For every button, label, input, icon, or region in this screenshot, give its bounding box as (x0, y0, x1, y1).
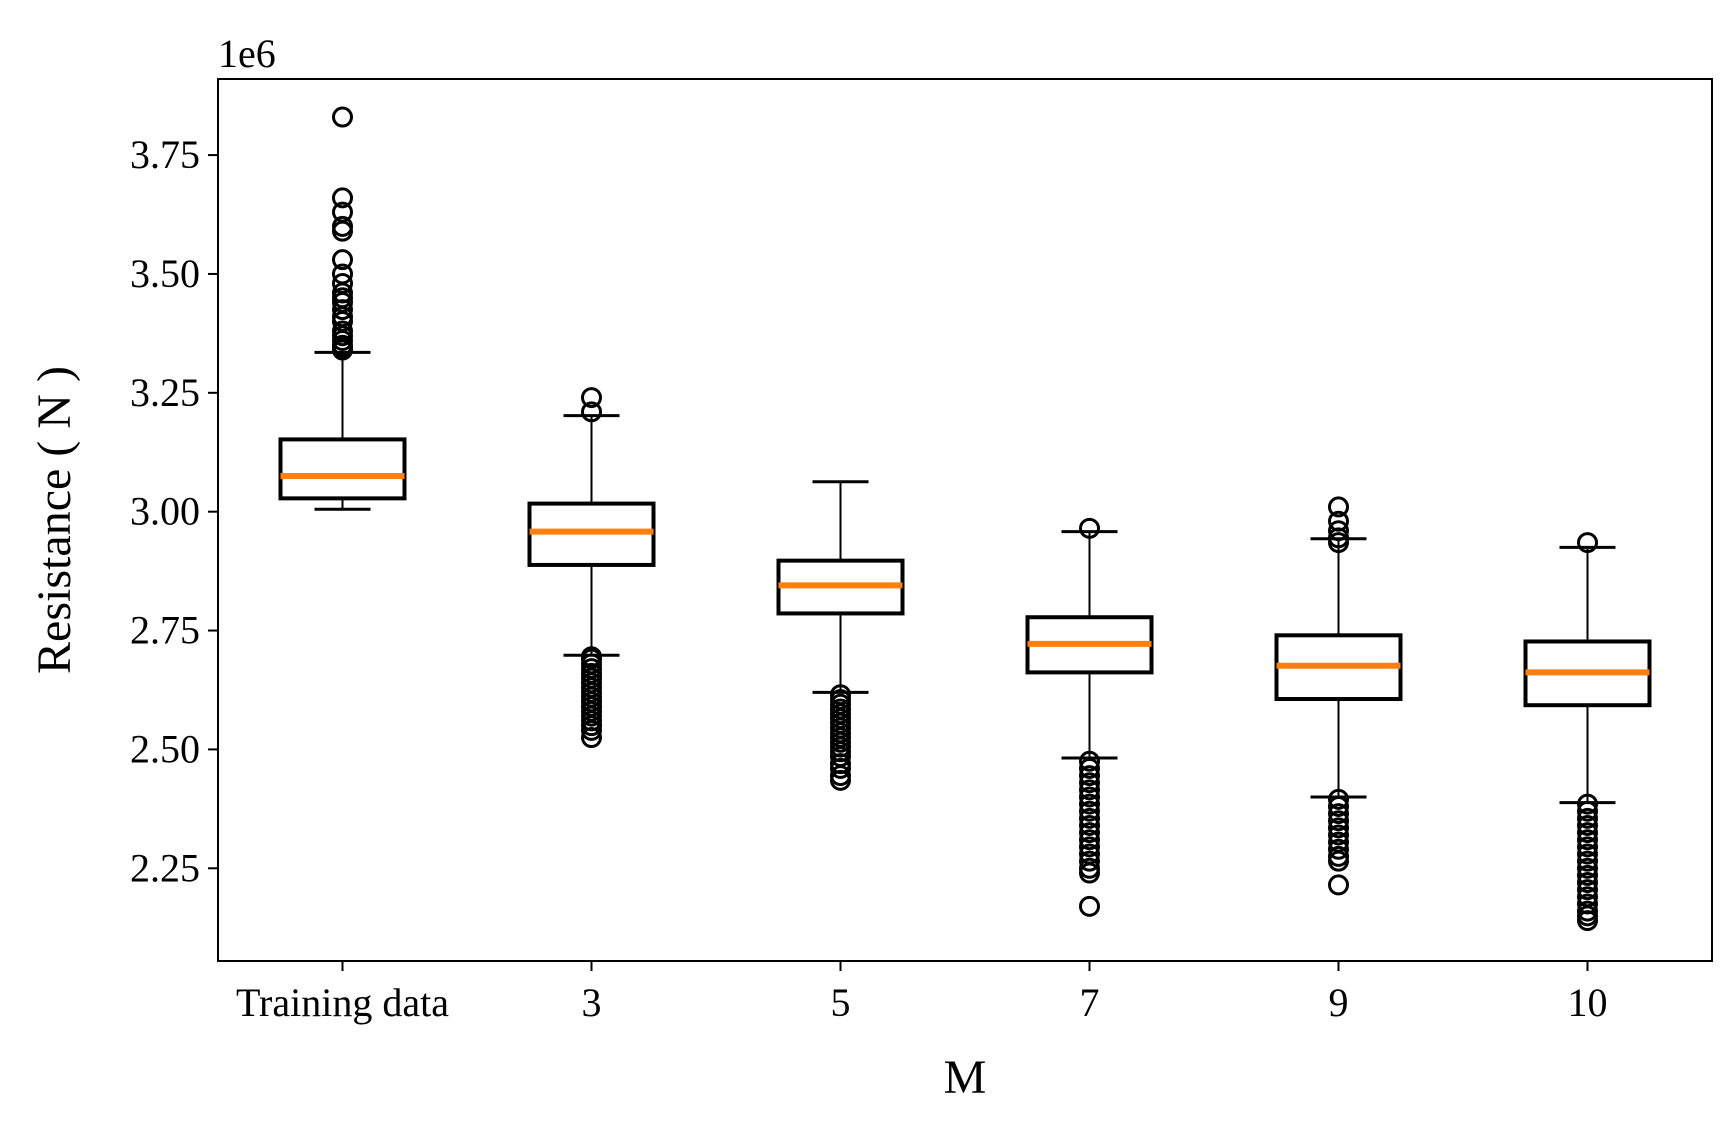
box-group (1523, 532, 1652, 932)
outlier-point (581, 401, 602, 423)
outlier-point (1577, 850, 1598, 872)
plot-area (278, 106, 1652, 932)
outlier-point (1328, 510, 1349, 532)
outlier-point (1328, 795, 1349, 817)
y-axis: 2.25 2.50 2.75 3.00 3.25 3.50 3.75 (130, 132, 218, 890)
outlier-point (1577, 864, 1598, 886)
outlier-point (1079, 807, 1100, 829)
outlier-point (332, 320, 353, 342)
box-group (1025, 517, 1154, 917)
outlier-point (332, 215, 353, 237)
y-tick-label: 3.25 (130, 370, 200, 415)
outlier-point (1079, 793, 1100, 815)
box-group (776, 480, 905, 791)
outlier-point (581, 387, 602, 409)
axes-frame (217, 78, 1713, 962)
box-group (1274, 496, 1403, 896)
x-tick-label: 5 (831, 980, 851, 1025)
outlier-point (1577, 879, 1598, 901)
outlier-point (332, 106, 353, 128)
outlier-point (1577, 857, 1598, 879)
outlier-point (830, 757, 851, 779)
x-tick-label: 7 (1080, 980, 1100, 1025)
outlier-point (1577, 532, 1598, 554)
outlier-point (1577, 793, 1598, 815)
y-offset-label: 1e6 (218, 31, 276, 76)
outlier-point (581, 727, 602, 749)
outlier-point (1079, 779, 1100, 801)
outlier-point (1328, 810, 1349, 832)
outlier-point (1079, 862, 1100, 884)
y-tick-label: 2.75 (130, 608, 200, 653)
outlier-point (1577, 822, 1598, 844)
y-tick-label: 3.75 (130, 132, 200, 177)
y-axis-title: Resistance ( N ) (28, 366, 81, 674)
outlier-point (1577, 807, 1598, 829)
outlier-point (1328, 817, 1349, 839)
x-tick-label: Training data (236, 980, 449, 1025)
y-tick-label: 3.50 (130, 251, 200, 296)
outlier-point (1577, 836, 1598, 858)
y-tick-label: 2.25 (130, 845, 200, 890)
outlier-point (1328, 788, 1349, 810)
outlier-point (1079, 517, 1100, 539)
outlier-point (332, 187, 353, 209)
outlier-point (1079, 895, 1100, 917)
outlier-point (332, 201, 353, 223)
outlier-point (1577, 829, 1598, 851)
outlier-point (1328, 824, 1349, 846)
outlier-point (581, 719, 602, 741)
iqr-box (278, 437, 407, 501)
outlier-point (1079, 757, 1100, 779)
outlier-point (332, 263, 353, 285)
outlier-point (1328, 803, 1349, 825)
box-group (527, 387, 656, 749)
outlier-point (1577, 872, 1598, 894)
outlier-point (1079, 800, 1100, 822)
x-tick-label: 9 (1329, 980, 1349, 1025)
y-tick-label: 2.50 (130, 726, 200, 771)
outlier-point (1328, 496, 1349, 518)
outlier-point (1079, 765, 1100, 787)
x-axis: Training data 3 5 7 9 10 (236, 961, 1608, 1025)
outlier-point (1079, 836, 1100, 858)
outlier-point (830, 769, 851, 791)
y-tick-label: 3.00 (130, 489, 200, 534)
x-tick-label: 3 (582, 980, 602, 1025)
outlier-point (1079, 750, 1100, 772)
outlier-point (1577, 910, 1598, 932)
outlier-point (1079, 786, 1100, 808)
outlier-point (1577, 814, 1598, 836)
x-tick-label: 10 (1568, 980, 1608, 1025)
outlier-point (1328, 838, 1349, 860)
outlier-point (1577, 800, 1598, 822)
outlier-point (1079, 772, 1100, 794)
outlier-point (1079, 829, 1100, 851)
outlier-point (1328, 874, 1349, 896)
box-group (278, 106, 407, 511)
outlier-point (1079, 822, 1100, 844)
outlier-point (332, 272, 353, 294)
outlier-point (1328, 850, 1349, 872)
outlier-point (332, 249, 353, 271)
outlier-point (1328, 520, 1349, 542)
outlier-point (1079, 814, 1100, 836)
x-axis-title: M (944, 1051, 987, 1104)
outlier-point (1079, 850, 1100, 872)
outlier-point (1577, 843, 1598, 865)
